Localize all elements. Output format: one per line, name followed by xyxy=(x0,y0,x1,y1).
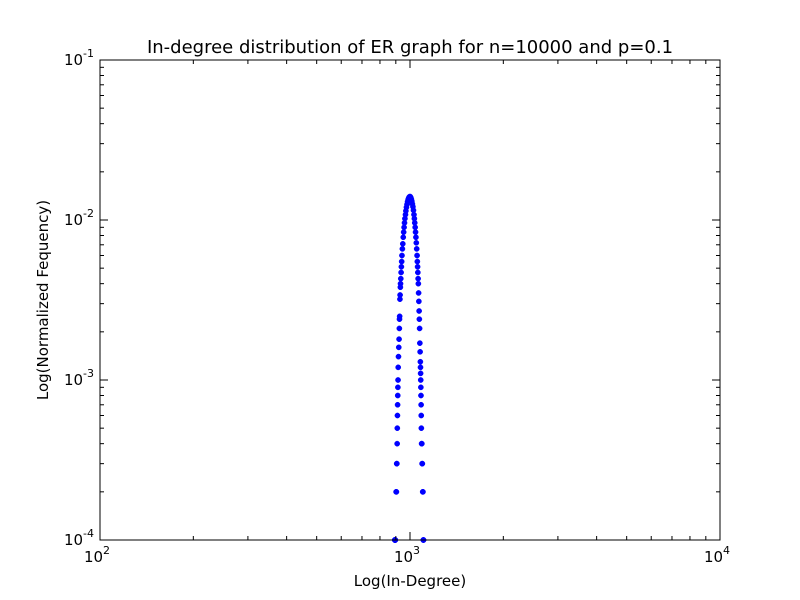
data-point xyxy=(394,392,401,399)
y-tick-label-exp: -2 xyxy=(83,207,94,220)
data-point xyxy=(397,280,404,287)
data-point xyxy=(394,412,401,419)
data-point xyxy=(397,292,403,298)
data-point xyxy=(396,336,402,343)
data-point xyxy=(417,370,424,377)
data-point xyxy=(398,258,405,265)
data-point xyxy=(400,234,407,241)
data-point xyxy=(418,425,425,432)
y-tick-label-base: 10 xyxy=(64,211,83,229)
data-point xyxy=(398,269,404,276)
y-tick-label-base: 10 xyxy=(64,531,83,549)
data-point xyxy=(414,258,421,265)
data-point xyxy=(414,252,420,259)
data-point xyxy=(395,377,401,383)
data-point xyxy=(418,392,424,399)
x-tick-label-base: 10 xyxy=(704,548,723,566)
data-point xyxy=(416,325,423,332)
data-point xyxy=(413,239,420,246)
data-point xyxy=(418,384,424,391)
data-point xyxy=(395,353,402,360)
data-point xyxy=(395,364,402,371)
data-point xyxy=(418,412,425,419)
y-tick-label: 10-3 xyxy=(64,367,94,389)
data-point xyxy=(414,269,421,276)
y-tick-label-exp: -3 xyxy=(83,367,94,380)
y-tick-label: 10-1 xyxy=(64,47,94,69)
data-point xyxy=(412,224,418,231)
x-axis-label: Log(In-Degree) xyxy=(354,572,466,590)
x-tick-label-base: 10 xyxy=(394,548,413,566)
x-tick-label: 103 xyxy=(394,544,420,566)
data-point xyxy=(417,358,424,365)
y-tick-label-exp: -4 xyxy=(83,527,94,540)
data-point xyxy=(394,460,400,467)
data-point xyxy=(417,364,424,371)
x-tick-label-exp: 3 xyxy=(413,544,420,557)
data-point xyxy=(400,229,407,235)
data-point xyxy=(413,234,419,241)
data-point xyxy=(420,488,426,495)
data-point xyxy=(417,377,424,383)
data-point xyxy=(396,325,403,332)
data-point xyxy=(394,425,401,432)
data-point xyxy=(399,246,406,252)
data-point xyxy=(399,240,406,247)
data-point xyxy=(394,440,400,447)
x-tick-label: 102 xyxy=(84,544,110,566)
data-point xyxy=(416,308,422,314)
y-tick-label: 10-2 xyxy=(64,207,94,229)
y-tick-label-base: 10 xyxy=(64,51,83,69)
data-point xyxy=(396,313,403,320)
data-point xyxy=(416,316,423,323)
data-point xyxy=(419,460,426,467)
data-point xyxy=(415,280,422,287)
y-axis-label: Log(Normalized Fequency) xyxy=(34,200,52,400)
plot-frame xyxy=(99,59,721,541)
data-point xyxy=(417,340,423,346)
data-point xyxy=(399,252,405,259)
y-tick-label-exp: -1 xyxy=(83,47,94,60)
data-point xyxy=(414,263,421,270)
data-points xyxy=(391,193,427,543)
y-tick-label-base: 10 xyxy=(64,371,83,389)
data-point xyxy=(412,229,419,235)
x-tick-label-exp: 4 xyxy=(723,544,730,557)
data-point xyxy=(418,401,424,408)
data-point xyxy=(415,290,422,296)
data-point xyxy=(393,488,400,495)
data-point xyxy=(419,440,425,447)
data-point xyxy=(417,348,423,355)
data-point xyxy=(415,275,421,282)
data-point xyxy=(394,401,401,408)
y-tick-label: 10-4 xyxy=(64,527,94,549)
data-point xyxy=(395,344,402,351)
data-point xyxy=(397,275,404,282)
data-point xyxy=(395,384,401,391)
x-tick-label-exp: 2 xyxy=(103,544,110,557)
chart-title: In-degree distribution of ER graph for n… xyxy=(147,37,673,58)
x-tick-label: 104 xyxy=(704,544,730,566)
data-point xyxy=(413,246,420,252)
data-point xyxy=(398,263,405,270)
data-point xyxy=(416,298,422,305)
x-tick-label-base: 10 xyxy=(84,548,103,566)
